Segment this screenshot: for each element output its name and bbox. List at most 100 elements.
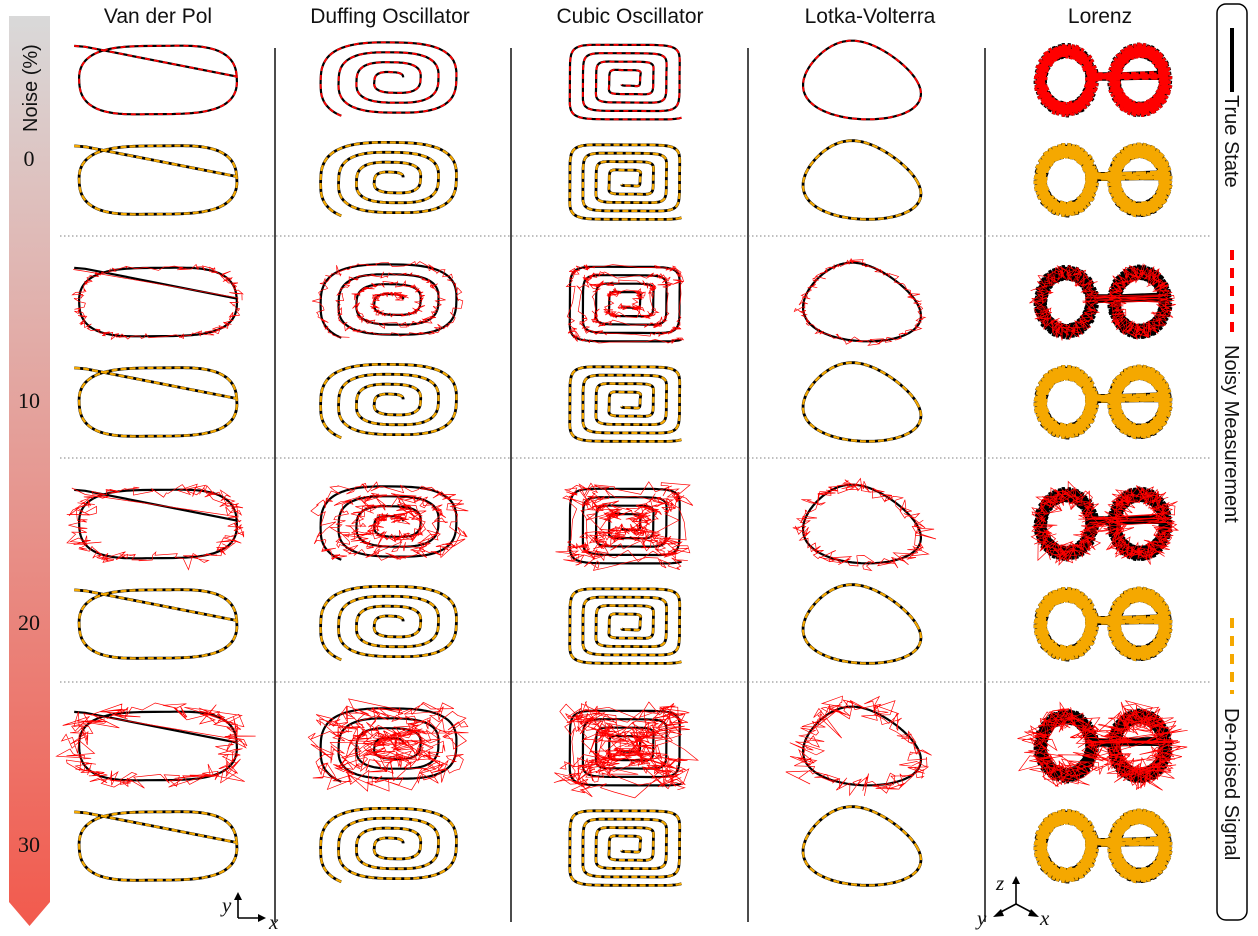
noisy-measurement-trace [1030,480,1180,566]
true-state-trace [802,39,922,121]
denoised-signal-trace [74,144,238,216]
noisy-measurement-trace [66,483,245,571]
true-state-trace [74,810,239,882]
true-state-trace [802,261,922,343]
panel-lorenz-noise-30-denoised [1033,808,1173,884]
separators [60,48,1212,922]
axis-label-y3d: y [975,906,987,930]
true-state-trace [801,361,923,443]
noisy-measurement-trace [793,257,927,346]
noisy-measurement-trace [1033,42,1173,118]
denoised-signal-trace [1033,586,1173,662]
denoised-signal-trace [74,810,238,882]
panel-cubic-noise-0-denoised [568,143,682,221]
panel-lorenz-noise-20-denoised [1033,586,1173,662]
denoised-signal-trace [802,805,922,887]
panels-grid [55,39,1188,887]
denoised-signal-trace [319,141,458,217]
panel-lorenz-noise-10-denoised [1033,364,1173,440]
panel-cubic-noise-20-measurement [555,481,694,571]
noisy-measurement-trace [310,481,469,561]
panel-lv-noise-30-measurement [785,695,932,797]
panel-duffing-noise-0-measurement [319,41,458,117]
panel-duffing-noise-0-denoised [319,141,458,218]
denoised-signal-trace [802,361,922,443]
column-title-lorenz: Lorenz [1068,5,1132,28]
panel-cubic-noise-20-denoised [568,587,682,665]
panel-lv-noise-20-denoised [801,583,923,665]
legend-label-denoised: De-noised Signal [1220,708,1242,860]
denoised-signal-trace [568,365,682,443]
panel-cubic-noise-30-denoised [568,809,682,887]
noisy-measurement-trace [785,695,932,797]
column-title-lv: Lotka-Volterra [805,5,936,28]
panel-cubic-noise-0-measurement [568,43,682,121]
panel-cubic-noise-10-measurement [565,264,685,344]
panel-vdp-noise-30-denoised [74,810,239,882]
noisy-measurement-trace [319,41,458,117]
panel-duffing-noise-10-measurement [312,261,464,339]
axis-label-x: x [268,910,279,934]
denoised-signal-trace [74,588,238,660]
legend-label-true: True State [1220,95,1242,188]
legend-label-noisy: Noisy Measurement [1220,345,1242,523]
panel-vdp-noise-20-denoised [74,588,239,660]
noise-axis-title: Noise (%) [20,44,42,132]
noisy-measurement-trace [568,43,682,121]
true-state-trace [74,266,238,338]
noisy-measurement-trace [71,263,244,341]
noisy-measurement-trace [1017,700,1188,791]
panel-lv-noise-30-denoised [801,805,923,887]
panel-vdp-noise-20-measurement [66,483,245,571]
panel-lv-noise-10-measurement [793,257,927,346]
panel-vdp-noise-0-denoised [74,144,239,216]
denoised-signal-trace [1033,808,1173,884]
true-state-trace [319,807,458,884]
panel-duffing-noise-20-denoised [319,585,458,662]
axis-label-x3d: x [1039,906,1050,930]
panel-vdp-noise-10-measurement [71,263,244,341]
denoised-signal-trace [802,139,922,221]
panel-duffing-noise-10-denoised [319,363,458,440]
true-state-trace [801,139,923,221]
legend-frame [1216,3,1248,921]
true-state-trace [74,44,238,116]
panel-lorenz-noise-0-denoised [1033,142,1173,218]
denoised-signal-trace [319,807,458,883]
denoised-signal-trace [319,363,458,439]
panel-lv-noise-10-denoised [801,361,923,443]
column-title-cubic: Cubic Oscillator [556,5,703,28]
panel-lorenz-noise-20-measurement [1030,480,1180,566]
noisy-measurement-trace [792,477,937,572]
true-state-trace [319,363,458,440]
panel-duffing-noise-30-measurement [307,698,469,792]
denoised-signal-trace [1033,142,1173,218]
true-state-trace [74,488,238,560]
panel-vdp-noise-10-denoised [74,366,239,438]
noisy-measurement-trace [555,481,694,571]
panel-lorenz-noise-0-measurement [1033,42,1173,118]
true-state-trace [74,588,239,660]
panel-lorenz-noise-30-measurement [1017,700,1188,791]
column-title-duffing: Duffing Oscillator [310,5,470,28]
legend: True State Noisy Measurement De-noised Sig… [1216,3,1248,921]
true-state-trace [74,366,239,438]
true-state-trace [319,41,458,117]
denoised-signal-trace [568,809,682,887]
panel-lv-noise-0-measurement [802,39,922,121]
axis-label-y: y [220,893,232,917]
planar-axis-glyph: y x [220,892,279,934]
true-state-trace [801,805,923,887]
panel-lv-noise-20-measurement [792,477,937,572]
noise-tick-10: 10 [18,388,40,413]
noise-tick-30: 30 [18,832,40,857]
denoised-signal-trace [74,366,238,438]
column-titles: Van der Pol Duffing Oscillator Cubic Oscil… [104,5,1132,28]
true-state-trace [319,485,458,561]
noisy-measurement-trace [312,261,464,338]
denoised-signal-trace [568,143,682,221]
noisy-measurement-trace [553,701,699,799]
noisy-measurement-trace [565,264,685,344]
true-state-trace [319,585,458,662]
